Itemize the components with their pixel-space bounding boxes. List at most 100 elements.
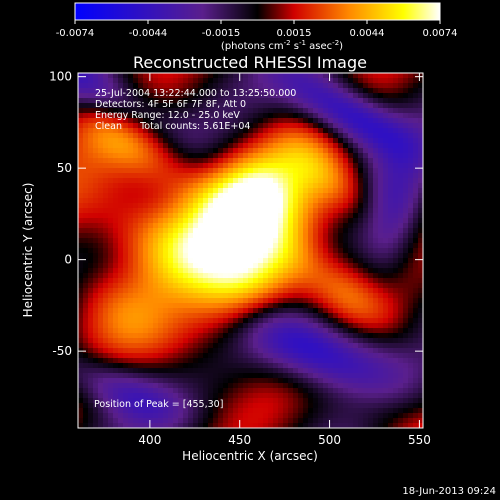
heatmap-cell [88, 278, 94, 284]
heatmap-cell [333, 188, 339, 194]
heatmap-cell [418, 328, 423, 334]
heatmap-cell [283, 168, 289, 174]
heatmap-cell [178, 203, 184, 209]
heatmap-cell [238, 408, 244, 414]
heatmap-cell [78, 168, 84, 174]
heatmap-cell [88, 358, 94, 364]
heatmap-cell [308, 243, 314, 249]
heatmap-cell [403, 423, 409, 428]
heatmap-cell [173, 423, 179, 428]
heatmap-cell [378, 368, 384, 374]
heatmap-cell [143, 388, 149, 394]
heatmap-cell [233, 348, 239, 354]
heatmap-cell [173, 228, 179, 234]
heatmap-cell [168, 308, 174, 314]
heatmap-cell [128, 128, 134, 134]
heatmap-cell [158, 423, 164, 428]
heatmap-cell [373, 208, 379, 214]
heatmap-cell [278, 308, 284, 314]
heatmap-cell [203, 413, 209, 419]
heatmap-cell [128, 113, 134, 119]
heatmap-cell [248, 73, 254, 79]
heatmap-cell [123, 223, 129, 229]
heatmap-cell [173, 323, 179, 329]
heatmap-cell [298, 378, 304, 384]
heatmap-cell [403, 73, 409, 79]
heatmap-cell [253, 363, 259, 369]
heatmap-cell [253, 78, 259, 84]
heatmap-cell [118, 253, 124, 259]
heatmap-cell [218, 373, 224, 379]
heatmap-cell [413, 273, 419, 279]
heatmap-cell [168, 298, 174, 304]
heatmap-cell [408, 418, 414, 424]
y-tick-label: 100 [49, 70, 72, 84]
heatmap-cell [258, 263, 264, 269]
heatmap-cell [83, 313, 89, 319]
heatmap-cell [393, 263, 399, 269]
heatmap-cell [138, 318, 144, 324]
heatmap-cell [293, 198, 299, 204]
heatmap-cell [228, 308, 234, 314]
heatmap-cell [148, 423, 154, 428]
heatmap-cell [368, 373, 374, 379]
heatmap-cell [313, 138, 319, 144]
heatmap-cell [318, 213, 324, 219]
heatmap-cell [103, 313, 109, 319]
heatmap-cell [213, 358, 219, 364]
heatmap-cell [188, 233, 194, 239]
heatmap-cell [208, 343, 214, 349]
heatmap-cell [273, 263, 279, 269]
heatmap-cell [323, 98, 329, 104]
heatmap-cell [303, 158, 309, 164]
heatmap-cell [313, 423, 319, 428]
heatmap-cell [303, 228, 309, 234]
heatmap-cell [168, 138, 174, 144]
heatmap-cell [263, 318, 269, 324]
heatmap-cell [373, 323, 379, 329]
heatmap-cell [218, 158, 224, 164]
heatmap-cell [98, 178, 104, 184]
heatmap-cell [103, 128, 109, 134]
heatmap-cell [113, 143, 119, 149]
heatmap-cell [263, 208, 269, 214]
heatmap-cell [148, 213, 154, 219]
heatmap-cell [318, 203, 324, 209]
heatmap-cell [263, 288, 269, 294]
heatmap-cell [228, 263, 234, 269]
heatmap-cell [83, 238, 89, 244]
heatmap-cell [203, 368, 209, 374]
heatmap-cell [378, 108, 384, 114]
heatmap-cell [413, 298, 419, 304]
heatmap-cell [198, 213, 204, 219]
y-tick-label: -50 [52, 344, 72, 358]
heatmap-cell [398, 123, 404, 129]
heatmap-cell [353, 138, 359, 144]
heatmap-cell [263, 78, 269, 84]
heatmap-cell [358, 208, 364, 214]
heatmap-cell [98, 378, 104, 384]
heatmap-cell [88, 293, 94, 299]
heatmap-cell [353, 93, 359, 99]
heatmap-cell [403, 188, 409, 194]
heatmap-cell [203, 143, 209, 149]
heatmap-cell [408, 108, 414, 114]
heatmap-cell [268, 308, 274, 314]
heatmap-cell [188, 98, 194, 104]
heatmap-cell [193, 288, 199, 294]
heatmap-cell [158, 368, 164, 374]
heatmap-cell [398, 383, 404, 389]
heatmap-cell [348, 243, 354, 249]
heatmap-cell [158, 358, 164, 364]
heatmap-cell [418, 363, 423, 369]
heatmap-cell [243, 258, 249, 264]
heatmap-cell [113, 298, 119, 304]
heatmap-cell [393, 383, 399, 389]
heatmap-cell [158, 348, 164, 354]
heatmap-cell [408, 343, 414, 349]
heatmap-cell [383, 188, 389, 194]
heatmap-cell [268, 183, 274, 189]
heatmap-cell [383, 83, 389, 89]
heatmap-cell [123, 333, 129, 339]
colorbar-tick-label: 0.0074 [423, 28, 458, 39]
